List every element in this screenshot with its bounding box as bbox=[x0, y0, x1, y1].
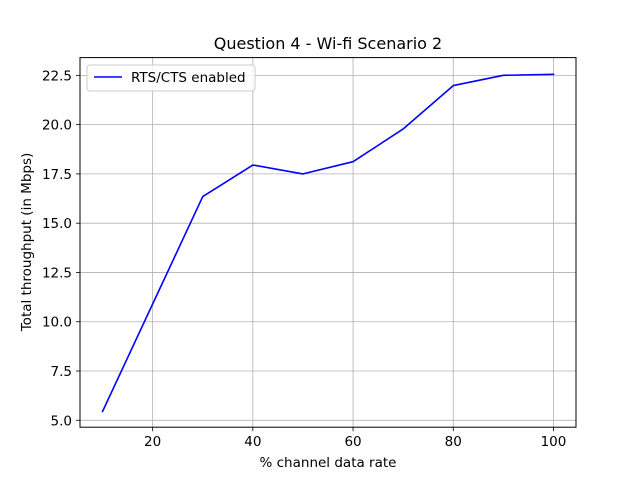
legend-box bbox=[86, 64, 256, 92]
y-tick-label: 20.0 bbox=[42, 118, 72, 134]
y-tick-label: 17.5 bbox=[42, 167, 72, 183]
x-tick-label: 80 bbox=[445, 434, 462, 450]
y-tick-label: 7.5 bbox=[51, 364, 72, 380]
y-axis: 5.0 7.5 10.0 12.5 15.0 17.5 20.0 22.5 bbox=[42, 68, 80, 429]
series-layer bbox=[101, 73, 555, 413]
x-tick-label: 100 bbox=[541, 434, 567, 450]
plot-frame bbox=[79, 57, 577, 428]
x-axis: 20 40 60 80 100 bbox=[144, 427, 566, 450]
y-axis-label: Total throughput (in Mbps) bbox=[19, 153, 35, 333]
y-tick-label: 5.0 bbox=[51, 413, 72, 429]
x-tick-label: 20 bbox=[144, 434, 161, 450]
legend-label: RTS/CTS enabled bbox=[131, 70, 246, 86]
y-tick-label: 10.0 bbox=[42, 315, 72, 331]
x-axis-label: % channel data rate bbox=[260, 455, 397, 471]
x-tick-label: 60 bbox=[344, 434, 361, 450]
series-line-rts-cts-enabled bbox=[101, 73, 555, 413]
grid bbox=[80, 57, 576, 428]
y-tick-label: 22.5 bbox=[42, 68, 72, 84]
legend: RTS/CTS enabled bbox=[86, 64, 256, 92]
y-tick-label: 15.0 bbox=[42, 216, 72, 232]
chart-title: Question 4 - Wi-fi Scenario 2 bbox=[214, 34, 442, 53]
y-tick-label: 12.5 bbox=[42, 265, 72, 281]
x-tick-label: 40 bbox=[244, 434, 261, 450]
